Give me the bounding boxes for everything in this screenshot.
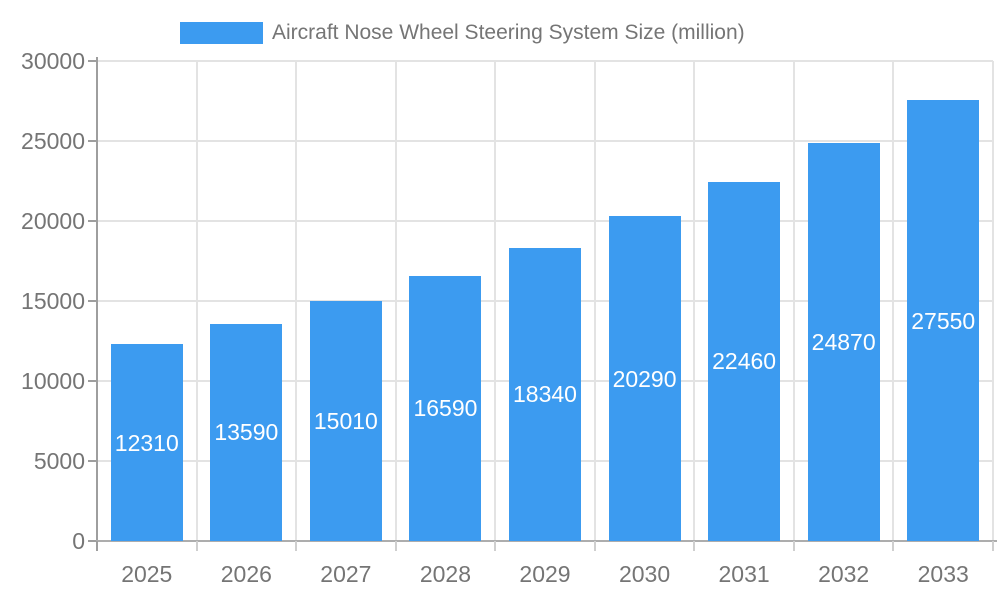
y-axis-label: 30000 — [21, 48, 85, 74]
bar-value-label: 22460 — [712, 348, 777, 375]
y-tick — [88, 60, 96, 62]
x-gridline — [295, 61, 298, 541]
x-gridline — [892, 61, 895, 541]
y-gridline — [97, 60, 993, 62]
bar-value-label: 16590 — [413, 395, 478, 422]
bar[interactable]: 16590 — [409, 275, 482, 541]
y-gridline — [97, 140, 993, 142]
bar-value-label: 18340 — [513, 381, 577, 408]
x-tick — [792, 541, 795, 551]
x-tick — [593, 541, 596, 551]
x-tick — [295, 541, 298, 551]
y-axis-label: 5000 — [33, 448, 85, 474]
y-tick — [88, 220, 96, 222]
legend-label: Aircraft Nose Wheel Steering System Size… — [272, 21, 745, 44]
x-axis-line — [96, 540, 997, 542]
y-axis-label: 20000 — [21, 208, 85, 234]
x-gridline — [792, 61, 795, 541]
legend-item[interactable]: Aircraft Nose Wheel Steering System Size… — [180, 21, 745, 45]
y-axis-label: 0 — [72, 528, 85, 554]
bar-value-label: 13590 — [214, 419, 279, 446]
bar[interactable]: 18340 — [509, 247, 581, 541]
bar-value-label: 27550 — [911, 307, 976, 334]
bar-value-label: 24870 — [811, 329, 876, 356]
bar[interactable]: 22460 — [708, 181, 781, 541]
x-axis-label: 2025 — [121, 561, 173, 587]
bar-value-label: 20290 — [612, 365, 677, 392]
x-tick — [195, 541, 198, 551]
x-gridline — [693, 61, 696, 541]
x-axis-label: 2032 — [818, 561, 870, 587]
x-axis-label: 2033 — [917, 561, 969, 587]
legend-swatch — [180, 22, 263, 44]
x-axis-label: 2028 — [419, 561, 472, 587]
x-tick — [96, 541, 98, 551]
bar[interactable]: 15010 — [309, 300, 382, 541]
y-tick — [88, 300, 96, 302]
x-axis-label: 2029 — [519, 561, 571, 587]
bar[interactable]: 13590 — [210, 323, 283, 541]
x-axis-label: 2027 — [320, 561, 372, 587]
bar[interactable]: 12310 — [110, 344, 183, 541]
y-axis-line — [96, 57, 98, 541]
y-axis-label: 15000 — [21, 288, 85, 314]
y-tick — [88, 540, 96, 542]
x-tick — [494, 541, 497, 551]
x-tick — [992, 541, 994, 551]
y-tick — [88, 380, 96, 382]
x-axis-label: 2026 — [220, 561, 272, 587]
x-gridline — [992, 61, 994, 541]
x-tick — [693, 541, 696, 551]
y-axis-label: 10000 — [21, 368, 85, 394]
x-gridline — [494, 61, 497, 541]
bar[interactable]: 24870 — [807, 143, 880, 541]
x-tick — [892, 541, 895, 551]
x-gridline — [593, 61, 596, 541]
bar-value-label: 15010 — [313, 407, 378, 434]
x-gridline — [195, 61, 198, 541]
x-axis-label: 2031 — [718, 561, 770, 587]
bar[interactable]: 27550 — [907, 100, 980, 541]
y-tick — [88, 140, 96, 142]
x-axis-label: 2030 — [618, 561, 671, 587]
y-axis-label: 25000 — [21, 128, 85, 154]
y-tick — [88, 460, 96, 462]
y-gridline — [97, 220, 993, 222]
bar-value-label: 12310 — [114, 429, 179, 456]
x-gridline — [394, 61, 397, 541]
x-tick — [394, 541, 397, 551]
bar[interactable]: 20290 — [608, 216, 681, 541]
